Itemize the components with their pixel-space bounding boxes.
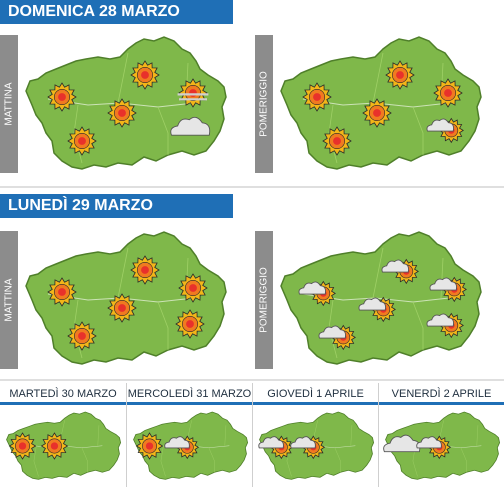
region-map: [258, 411, 375, 480]
region-map: [383, 411, 501, 480]
sun-icon: [433, 78, 463, 108]
sun-icon: [8, 432, 37, 460]
separator: [0, 186, 504, 188]
cloud-icon: [258, 436, 284, 449]
divider: [252, 383, 253, 487]
sun-icon: [67, 321, 97, 351]
sun-icon: [40, 432, 69, 460]
region-map: [280, 36, 482, 170]
sun-icon: [47, 82, 77, 112]
forecast-day-label: GIOVEDÌ 1 APRILE: [253, 383, 378, 405]
map-panel: [273, 33, 487, 178]
cloud-icon: [381, 259, 409, 273]
sun-icon: [175, 309, 205, 339]
sun-icon: [302, 82, 332, 112]
region-map: [25, 231, 227, 365]
cloud-icon: [383, 434, 421, 453]
separator: [0, 379, 504, 381]
map-panel: [273, 228, 487, 373]
cloud-icon: [426, 313, 454, 327]
cloud-icon: [298, 281, 326, 295]
divider: [378, 383, 379, 487]
sun-icon: [385, 60, 415, 90]
forecast-day-label: MARTEDÌ 30 MARZO: [0, 383, 126, 405]
cloud-icon: [426, 118, 454, 132]
period-label-morning-2: MATTINA: [0, 231, 18, 369]
haze-icon: [177, 93, 209, 101]
day-title-1: DOMENICA 28 MARZO: [0, 0, 233, 24]
map-panel: [18, 228, 232, 373]
cloud-icon: [318, 325, 346, 339]
sun-icon: [130, 60, 160, 90]
period-label-afternoon-1: POMERIGGIO: [255, 35, 273, 173]
region-map: [25, 36, 227, 170]
cloud-icon: [170, 116, 211, 136]
sun-icon: [107, 98, 137, 128]
map-panel: [18, 33, 232, 178]
region-map: [133, 411, 249, 480]
sun-icon: [107, 293, 137, 323]
divider: [126, 383, 127, 487]
period-label-morning-1: MATTINA: [0, 35, 18, 173]
sun-icon: [130, 255, 160, 285]
map-panel: [381, 410, 503, 484]
sun-icon: [47, 277, 77, 307]
map-panel: [255, 410, 377, 484]
day-title-2: LUNEDÌ 29 MARZO: [0, 194, 233, 218]
sun-icon: [67, 126, 97, 156]
forecast-day-label: MERCOLEDÌ 31 MARZO: [127, 383, 252, 405]
region-map: [6, 411, 122, 480]
region-map: [280, 231, 482, 365]
forecast-day-label: VENERDÌ 2 APRILE: [379, 383, 504, 405]
sun-icon: [178, 273, 208, 303]
period-label-afternoon-2: POMERIGGIO: [255, 231, 273, 369]
cloud-icon: [290, 436, 316, 449]
cloud-icon: [164, 436, 190, 449]
map-panel: [2, 410, 124, 484]
sun-icon: [135, 432, 164, 460]
cloud-icon: [358, 297, 386, 311]
map-panel: [129, 410, 251, 484]
sun-icon: [322, 126, 352, 156]
sun-icon: [362, 98, 392, 128]
cloud-icon: [416, 436, 442, 449]
cloud-icon: [429, 277, 457, 291]
